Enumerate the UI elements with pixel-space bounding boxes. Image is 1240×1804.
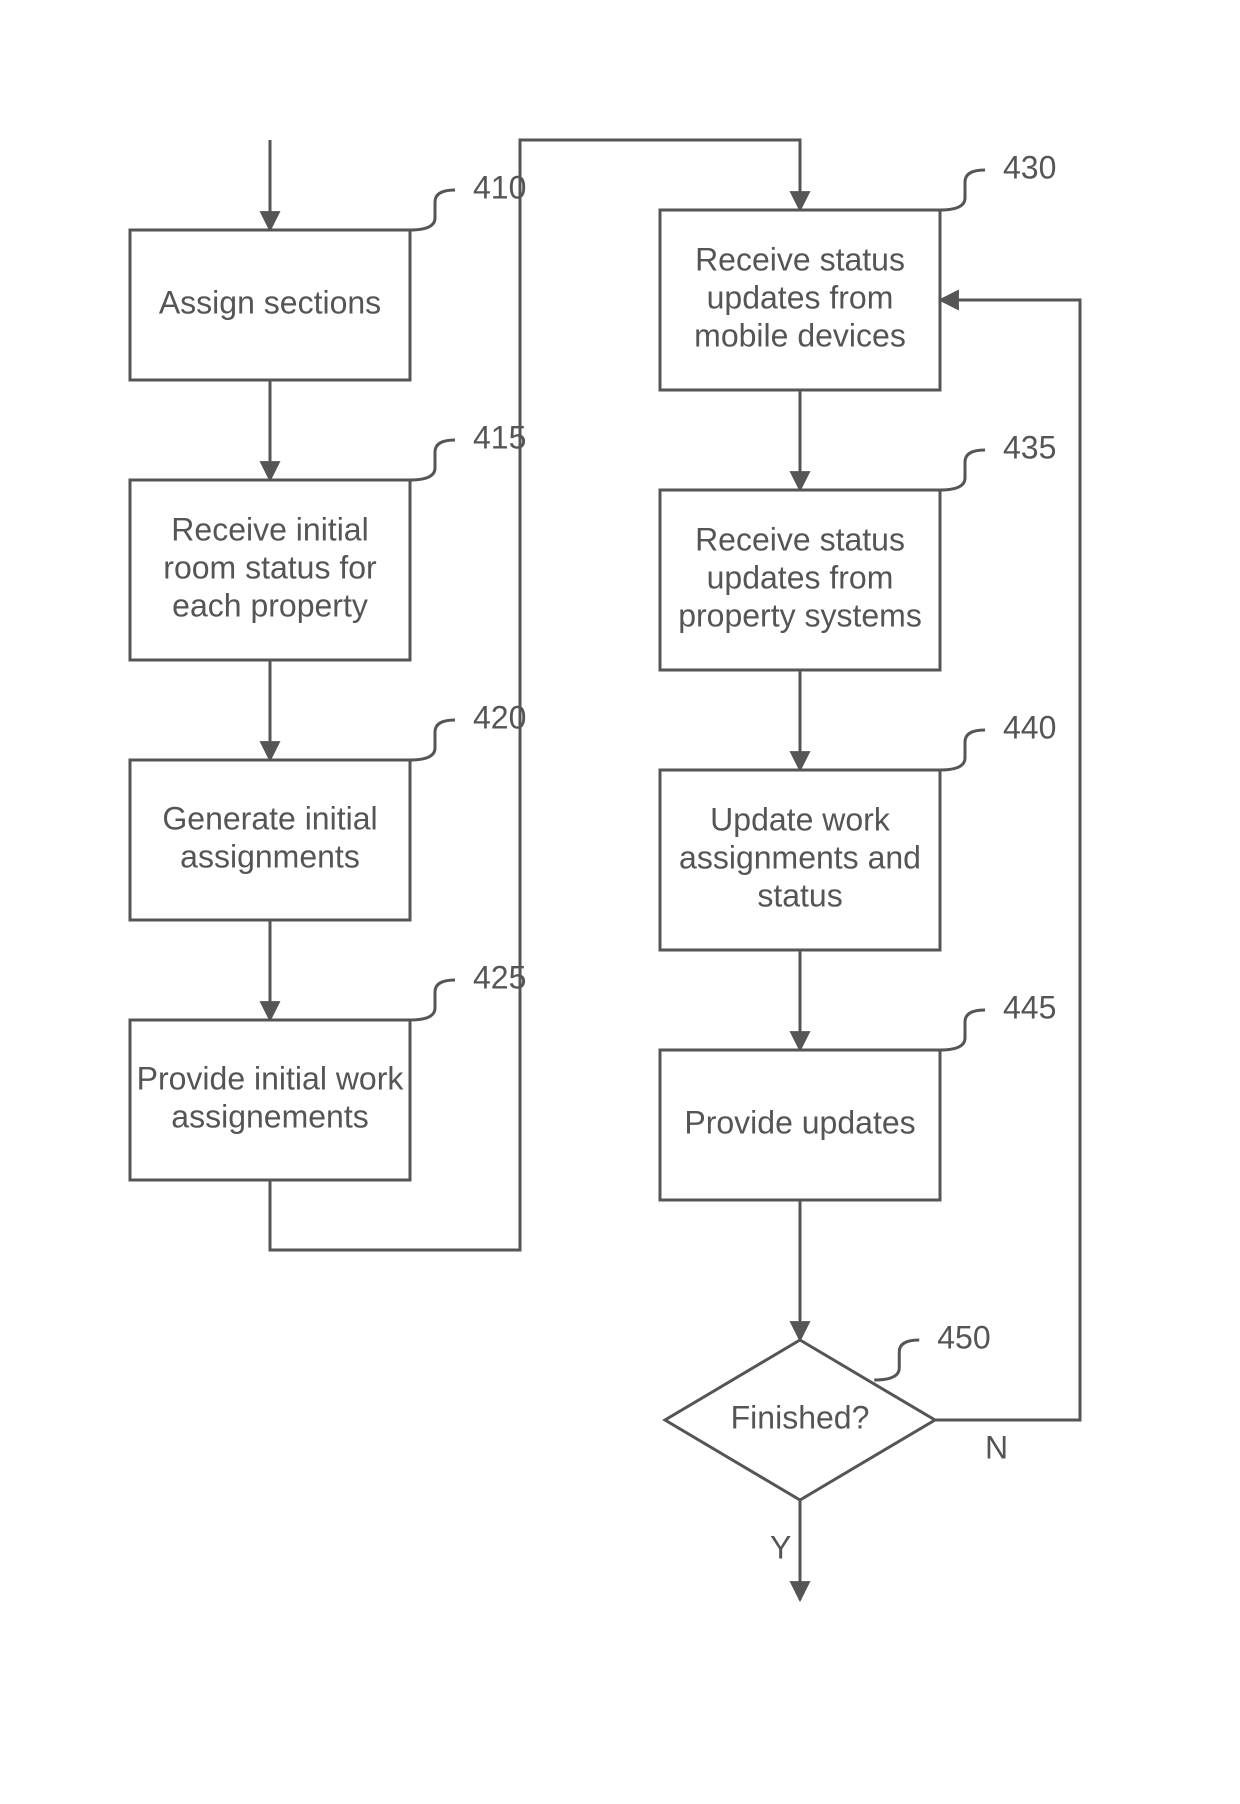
boxes.7-ref: 445 bbox=[1003, 989, 1056, 1025]
flowchart: Assign sections 410 Receive initialroom st… bbox=[0, 0, 1240, 1804]
b440-line1: assignments and bbox=[679, 839, 921, 875]
b435-line0: Receive status bbox=[695, 521, 905, 557]
b435-line2: property systems bbox=[678, 597, 922, 633]
boxes.3-ref: 425 bbox=[473, 959, 526, 995]
b410-line0: Assign sections bbox=[159, 284, 381, 320]
b430-line1: updates from bbox=[707, 279, 894, 315]
boxes.2-leader bbox=[410, 720, 455, 760]
b420-line0: Generate initial bbox=[162, 800, 377, 836]
decision-ref: 450 bbox=[937, 1319, 990, 1355]
b415-line1: room status for bbox=[163, 549, 377, 585]
b425-line0: Provide initial work bbox=[137, 1060, 405, 1096]
boxes.5-ref: 435 bbox=[1003, 429, 1056, 465]
b440-line0: Update work bbox=[710, 801, 891, 837]
edge-10 bbox=[935, 300, 1080, 1420]
annotation-0: Y bbox=[770, 1529, 791, 1565]
b420-line1: assignments bbox=[180, 838, 360, 874]
decision-450-label: Finished? bbox=[731, 1399, 870, 1435]
b430-line2: mobile devices bbox=[694, 317, 906, 353]
annotation-1: N bbox=[985, 1429, 1008, 1465]
b415-line0: Receive initial bbox=[171, 511, 368, 547]
boxes.1-leader bbox=[410, 440, 455, 480]
b430-line0: Receive status bbox=[695, 241, 905, 277]
boxes.4-leader bbox=[940, 170, 985, 210]
b445-line0: Provide updates bbox=[684, 1104, 915, 1140]
boxes.1-ref: 415 bbox=[473, 419, 526, 455]
b415-line2: each property bbox=[172, 587, 368, 623]
boxes.7-leader bbox=[940, 1010, 985, 1050]
decision-leader bbox=[874, 1340, 919, 1380]
boxes.6-ref: 440 bbox=[1003, 709, 1056, 745]
boxes.2-ref: 420 bbox=[473, 699, 526, 735]
boxes.0-ref: 410 bbox=[473, 169, 526, 205]
b425-line1: assignements bbox=[171, 1098, 368, 1134]
b440-line2: status bbox=[757, 877, 842, 913]
boxes.5-leader bbox=[940, 450, 985, 490]
boxes.6-leader bbox=[940, 730, 985, 770]
boxes.3-leader bbox=[410, 980, 455, 1020]
boxes.0-leader bbox=[410, 190, 455, 230]
b435-line1: updates from bbox=[707, 559, 894, 595]
boxes.4-ref: 430 bbox=[1003, 149, 1056, 185]
